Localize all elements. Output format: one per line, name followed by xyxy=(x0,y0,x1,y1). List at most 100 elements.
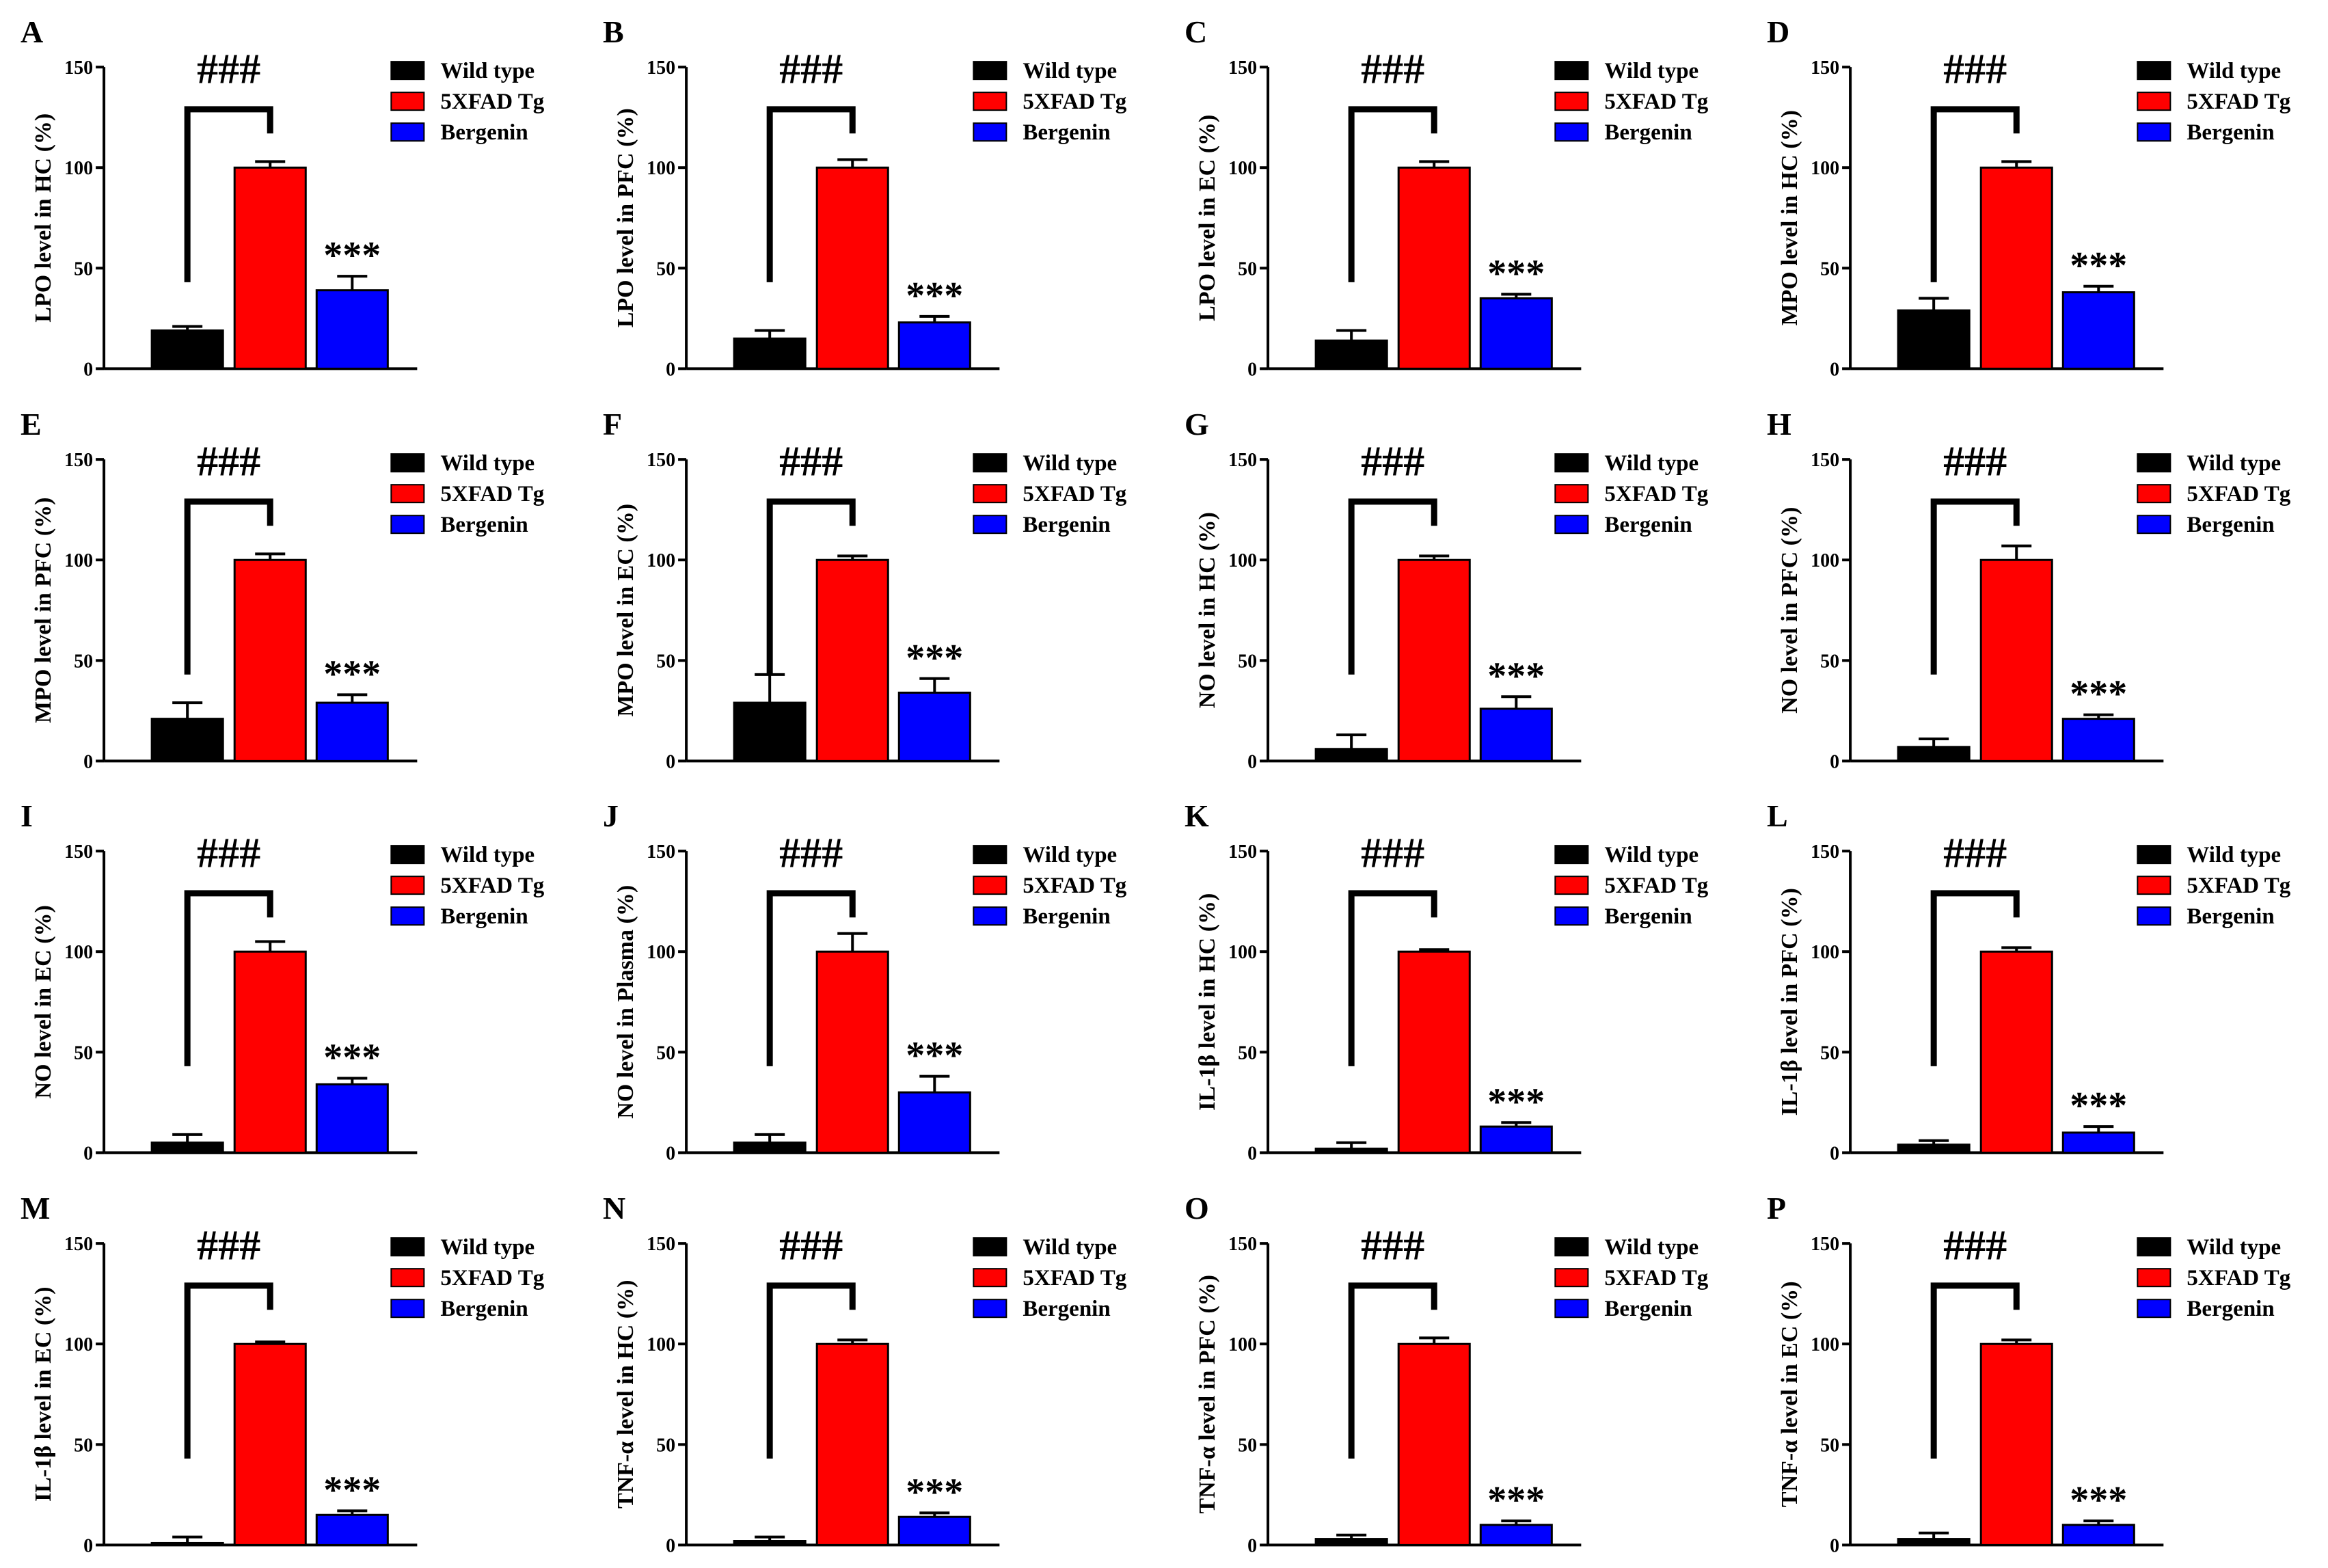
bar-5xfad-tg xyxy=(1397,166,1471,370)
panel-letter: C xyxy=(1185,14,1207,49)
legend-label: Wild type xyxy=(1023,1235,1117,1260)
legend-label: 5XFAD Tg xyxy=(440,1266,544,1290)
legend-label: Wild type xyxy=(440,451,534,476)
y-tick-label: 50 xyxy=(1238,651,1257,672)
y-tick-label: 150 xyxy=(1811,841,1839,863)
legend-label: Wild type xyxy=(1023,451,1117,476)
significance-stars: *** xyxy=(323,653,381,695)
y-tick-label: 150 xyxy=(1228,57,1257,79)
bar-bergenin xyxy=(315,1513,389,1546)
legend-label: 5XFAD Tg xyxy=(1023,1266,1126,1290)
bar-bergenin xyxy=(897,1515,971,1546)
bar-chart: D MPO level in HC (%) 0 50 100 150 ### *** Wild … xyxy=(1767,14,2291,380)
bar-wild-type xyxy=(1897,1537,1971,1546)
panel-e: E MPO level in PFC (%) 0 50 100 150 ### *** Wild… xyxy=(0,392,582,785)
y-tick-label: 150 xyxy=(1811,57,1839,79)
legend-label: 5XFAD Tg xyxy=(440,482,544,506)
legend-label: 5XFAD Tg xyxy=(1604,90,1708,114)
legend-swatch xyxy=(390,1267,425,1287)
y-tick-label: 0 xyxy=(1247,359,1257,380)
legend-swatch xyxy=(2136,1298,2171,1318)
significance-bracket xyxy=(1348,106,1437,282)
panel-letter: B xyxy=(603,14,624,49)
legend-swatch xyxy=(1554,1236,1589,1256)
panel-d: D MPO level in HC (%) 0 50 100 150 ### *** Wild … xyxy=(1746,0,2328,392)
panel-letter: I xyxy=(21,798,33,833)
legend-label: Wild type xyxy=(2187,843,2281,867)
legend-label: Wild type xyxy=(440,1235,534,1260)
y-tick-label: 100 xyxy=(1811,158,1839,179)
legend-swatch xyxy=(390,483,425,503)
bar-bergenin xyxy=(897,321,971,370)
bar-bergenin xyxy=(2061,717,2135,762)
significance-stars: *** xyxy=(1487,655,1545,697)
significance-stars: *** xyxy=(1487,1479,1545,1522)
significance-hash: ### xyxy=(197,46,260,93)
significance-hash: ### xyxy=(1943,830,2007,877)
legend-swatch xyxy=(2136,845,2171,865)
y-tick-label: 0 xyxy=(1247,1535,1257,1556)
y-tick-label: 0 xyxy=(666,359,675,380)
y-tick-label: 50 xyxy=(656,258,675,280)
panel-letter: L xyxy=(1767,798,1788,833)
y-axis-label: IL-1β level in HC (%) xyxy=(1195,893,1220,1111)
y-tick-label: 100 xyxy=(647,158,675,179)
y-axis-label: LPO level in EC (%) xyxy=(1195,115,1220,321)
bar-wild-type xyxy=(150,329,224,370)
bar-bergenin xyxy=(315,1083,389,1154)
y-tick-label: 0 xyxy=(83,1143,93,1164)
y-tick-label: 50 xyxy=(656,1435,675,1456)
significance-stars: *** xyxy=(1487,1081,1545,1123)
y-tick-label: 50 xyxy=(656,1042,675,1064)
y-tick-label: 100 xyxy=(64,942,93,963)
y-tick-label: 100 xyxy=(1811,1334,1839,1355)
significance-stars: *** xyxy=(323,1037,381,1079)
legend-label: Bergenin xyxy=(440,120,528,145)
significance-hash: ### xyxy=(197,1222,260,1269)
y-tick-label: 150 xyxy=(64,1234,93,1255)
significance-stars: *** xyxy=(323,1469,381,1511)
legend-swatch xyxy=(1554,92,1589,111)
legend-swatch xyxy=(972,122,1007,142)
y-tick-label: 100 xyxy=(64,158,93,179)
bar-wild-type xyxy=(733,1141,807,1154)
bar-wild-type xyxy=(1897,745,1971,762)
bar-bergenin xyxy=(1479,707,1553,762)
legend-label: Bergenin xyxy=(1023,513,1110,537)
y-axis-label: TNF-α level in PFC (%) xyxy=(1195,1275,1220,1513)
bar-bergenin xyxy=(897,691,971,762)
bar-5xfad-tg xyxy=(1397,1342,1471,1546)
legend-swatch xyxy=(390,122,425,142)
legend-swatch xyxy=(1554,61,1589,81)
y-axis-label: TNF-α level in HC (%) xyxy=(613,1280,638,1508)
bar-chart: H NO level in PFC (%) 0 50 100 150 ### *** Wild … xyxy=(1767,407,2291,772)
panel-a: A LPO level in HC (%) 0 50 100 150 ### *** Wild … xyxy=(0,0,582,392)
panel-letter: H xyxy=(1767,407,1791,442)
bar-bergenin xyxy=(2061,291,2135,370)
y-tick-label: 50 xyxy=(1238,1435,1257,1456)
legend-label: Wild type xyxy=(2187,59,2281,83)
panel-letter: D xyxy=(1767,14,1789,49)
panel-f: F MPO level in EC (%) 0 50 100 150 ### *** Wild … xyxy=(582,392,1165,785)
significance-hash: ### xyxy=(197,830,260,877)
legend-label: Bergenin xyxy=(1604,513,1692,537)
legend-swatch xyxy=(390,845,425,865)
bar-wild-type xyxy=(733,337,807,370)
bar-5xfad-tg xyxy=(233,950,307,1154)
legend-swatch xyxy=(390,906,425,926)
significance-bracket xyxy=(766,1282,856,1459)
y-tick-label: 150 xyxy=(647,57,675,79)
y-tick-label: 100 xyxy=(64,1334,93,1355)
y-tick-label: 0 xyxy=(83,359,93,380)
significance-hash: ### xyxy=(779,830,843,877)
significance-bracket xyxy=(184,890,273,1066)
bar-wild-type xyxy=(150,717,224,762)
bar-chart: F MPO level in EC (%) 0 50 100 150 ### *** Wild … xyxy=(603,407,1127,772)
legend-label: Bergenin xyxy=(1604,1297,1692,1321)
bar-bergenin xyxy=(1479,297,1553,370)
significance-bracket xyxy=(1930,106,2020,282)
legend-label: 5XFAD Tg xyxy=(1023,482,1126,506)
panel-h: H NO level in PFC (%) 0 50 100 150 ### *** Wild … xyxy=(1746,392,2328,785)
significance-hash: ### xyxy=(1361,46,1424,93)
legend-swatch xyxy=(2136,876,2171,895)
